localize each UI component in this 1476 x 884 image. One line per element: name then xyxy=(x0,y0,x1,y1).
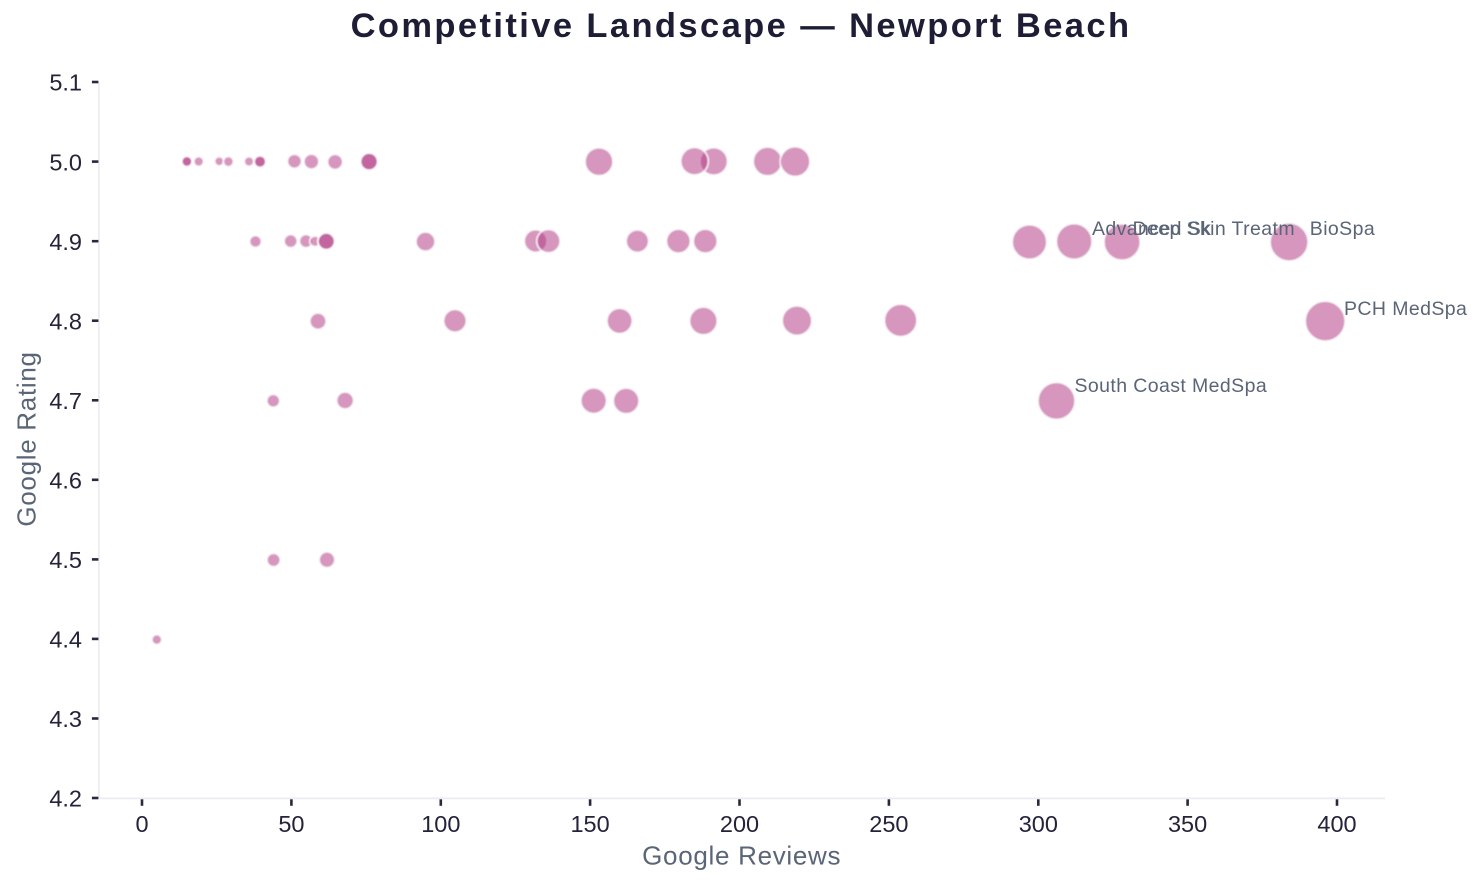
svg-text:300: 300 xyxy=(1019,811,1058,837)
svg-text:4.4: 4.4 xyxy=(49,627,82,653)
svg-text:Google Rating: Google Rating xyxy=(12,351,42,526)
svg-text:150: 150 xyxy=(570,811,609,837)
svg-text:4.5: 4.5 xyxy=(49,547,82,573)
svg-text:PCH MedSpa: PCH MedSpa xyxy=(1344,298,1467,320)
svg-text:South Coast MedSpa: South Coast MedSpa xyxy=(1075,375,1268,397)
svg-text:5.1: 5.1 xyxy=(49,70,82,96)
svg-text:50: 50 xyxy=(278,811,304,837)
svg-text:0: 0 xyxy=(135,811,148,837)
svg-text:350: 350 xyxy=(1168,811,1207,837)
svg-text:250: 250 xyxy=(869,811,908,837)
svg-text:5.0: 5.0 xyxy=(49,149,82,175)
svg-text:4.8: 4.8 xyxy=(49,308,82,334)
svg-text:Google Reviews: Google Reviews xyxy=(642,841,841,871)
svg-text:4.3: 4.3 xyxy=(49,706,82,732)
svg-text:BioSpa: BioSpa xyxy=(1310,218,1375,240)
svg-text:4.2: 4.2 xyxy=(49,786,82,812)
svg-text:Deep Skin Treatm: Deep Skin Treatm xyxy=(1133,218,1295,240)
svg-text:4.7: 4.7 xyxy=(49,388,82,414)
svg-text:Advanced Sk: Advanced Sk xyxy=(1092,218,1211,240)
svg-text:400: 400 xyxy=(1317,811,1356,837)
svg-text:4.9: 4.9 xyxy=(49,229,82,255)
svg-text:Competitive Landscape — Newpor: Competitive Landscape — Newport Beach xyxy=(351,7,1132,45)
svg-text:200: 200 xyxy=(720,811,759,837)
svg-text:100: 100 xyxy=(421,811,460,837)
svg-text:4.6: 4.6 xyxy=(49,468,82,494)
